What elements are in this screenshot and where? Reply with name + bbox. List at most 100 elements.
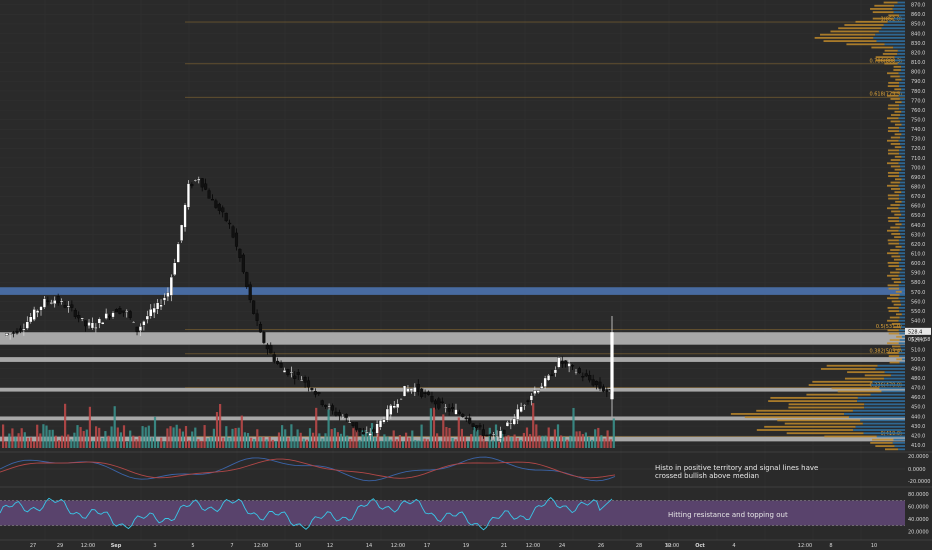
volume-bar xyxy=(352,427,355,448)
profile-bar xyxy=(890,271,900,274)
volume-bar xyxy=(572,407,575,448)
profile-bar xyxy=(730,413,845,415)
candle-body xyxy=(471,423,475,427)
profile-bar-value-area xyxy=(901,123,905,126)
volume-bar xyxy=(532,403,535,448)
profile-bar xyxy=(887,184,899,187)
profile-bar xyxy=(894,213,902,216)
fib-label: 0.5(531.0) xyxy=(876,324,902,330)
profile-bar xyxy=(788,403,865,406)
volume-bar xyxy=(160,437,163,448)
profile-bar xyxy=(893,281,902,284)
price-candles[interactable] xyxy=(5,176,614,443)
grey-support-zone xyxy=(0,332,905,345)
profile-bar-value-area xyxy=(901,290,905,293)
volume-bar xyxy=(225,426,228,448)
candle-body xyxy=(145,315,149,320)
profile-bar xyxy=(891,278,901,280)
volume-bar xyxy=(91,440,95,448)
candle-body xyxy=(286,369,290,376)
candle-body xyxy=(406,388,410,392)
profile-bar-value-area xyxy=(900,69,905,71)
volume-bar xyxy=(420,424,423,448)
profile-bar xyxy=(887,139,899,142)
candle-body xyxy=(509,422,513,425)
candle-body xyxy=(461,414,465,417)
profile-bar-value-area xyxy=(900,300,905,303)
profile-bar xyxy=(891,300,901,303)
candle-body xyxy=(15,330,19,334)
candle-body xyxy=(190,184,194,187)
volume-bar xyxy=(327,409,330,448)
volume-bar xyxy=(175,424,178,448)
candle-body xyxy=(372,429,376,432)
time-axis[interactable]: 27 29 12:00 Sep 3 5 7 12:00 10 12 14 12:00 17 19 21 12:… xyxy=(0,539,932,549)
price-tick: 540.0 xyxy=(911,319,925,325)
countdown-label: 05:44:58 xyxy=(908,337,930,343)
profile-bar xyxy=(890,165,901,168)
volume-bar xyxy=(550,439,553,448)
volume-bar xyxy=(392,430,395,448)
profile-bar xyxy=(855,20,888,23)
profile-bar-value-area xyxy=(901,258,905,261)
volume-bar xyxy=(14,436,17,448)
profile-bar xyxy=(872,438,894,441)
candle-body xyxy=(90,322,94,329)
volume-bar xyxy=(98,427,101,448)
candle-body xyxy=(5,333,9,336)
candle-body xyxy=(516,408,520,420)
rsi-pane[interactable]: 80.0000 60.0000 40.0000 20.0000 xyxy=(0,486,932,536)
candle-body xyxy=(450,407,455,410)
price-tick: 490.0 xyxy=(911,366,925,372)
profile-bar-value-area xyxy=(899,249,905,251)
profile-bar xyxy=(838,27,882,30)
price-tick: 620.0 xyxy=(911,242,925,248)
profile-bar-value-area xyxy=(901,78,905,81)
candle-body xyxy=(399,398,403,400)
candle-body xyxy=(56,296,60,304)
profile-bar-value-area xyxy=(900,136,905,139)
profile-bar xyxy=(891,345,901,348)
time-tick: 12:00 xyxy=(391,543,405,549)
time-tick: 8 xyxy=(829,543,832,549)
candle-body xyxy=(252,300,256,314)
profile-bar xyxy=(894,123,902,126)
candle-body xyxy=(577,368,581,374)
volume-bar xyxy=(302,438,305,448)
time-tick: 27 xyxy=(30,543,36,549)
volume-bar xyxy=(513,434,516,448)
volume-bar xyxy=(556,424,560,448)
macd-pane[interactable]: 20.0000 0.0000 -20.0000 xyxy=(0,451,932,485)
volume-bar xyxy=(476,429,479,448)
volume-bar xyxy=(398,435,401,448)
volume-bar xyxy=(417,440,420,448)
volume-bar xyxy=(76,425,79,448)
volume-bar xyxy=(5,441,8,448)
candle-body xyxy=(557,357,561,368)
volume-bar xyxy=(67,434,70,448)
time-tick: Sep xyxy=(111,543,122,549)
volume-bar xyxy=(212,428,215,448)
profile-bar-value-area xyxy=(898,85,905,87)
volume-bar xyxy=(147,425,150,448)
profile-bar xyxy=(895,245,902,248)
volume-bar xyxy=(26,437,29,448)
price-tick: 560.0 xyxy=(911,299,925,305)
price-axis[interactable]: 870.0 860.0 850.0 840.0 830.0 820.0 810.0 800.0… xyxy=(905,0,932,550)
profile-bar xyxy=(884,62,898,65)
profile-bar xyxy=(888,287,900,290)
volume-bar xyxy=(597,427,600,448)
candle-body xyxy=(526,400,530,402)
volume-bar xyxy=(442,414,445,448)
profile-bar-value-area xyxy=(900,114,905,116)
price-tick: 800.0 xyxy=(911,70,925,76)
time-tick: 5 xyxy=(191,543,194,549)
profile-bar-value-area xyxy=(901,223,905,226)
volume-bar xyxy=(321,438,324,448)
candle-body xyxy=(378,420,383,428)
candle-body xyxy=(402,385,407,397)
volume-bar xyxy=(401,441,405,448)
candle-body xyxy=(228,222,232,225)
candle-body xyxy=(303,377,307,383)
